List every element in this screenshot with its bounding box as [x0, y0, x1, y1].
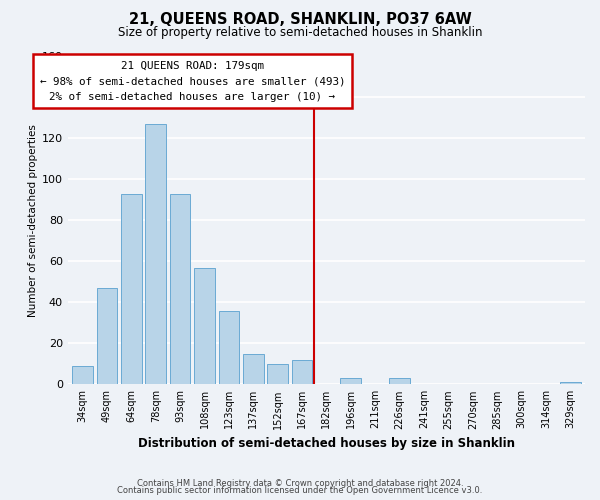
Bar — [389, 378, 410, 384]
Y-axis label: Number of semi-detached properties: Number of semi-detached properties — [28, 124, 38, 317]
Bar — [292, 360, 313, 384]
Text: Contains HM Land Registry data © Crown copyright and database right 2024.: Contains HM Land Registry data © Crown c… — [137, 478, 463, 488]
Text: Contains public sector information licensed under the Open Government Licence v3: Contains public sector information licen… — [118, 486, 482, 495]
Bar — [340, 378, 361, 384]
Bar — [121, 194, 142, 384]
Bar — [72, 366, 93, 384]
Bar — [267, 364, 288, 384]
X-axis label: Distribution of semi-detached houses by size in Shanklin: Distribution of semi-detached houses by … — [138, 437, 515, 450]
Bar — [243, 354, 263, 384]
Bar — [145, 124, 166, 384]
Bar — [97, 288, 117, 384]
Text: Size of property relative to semi-detached houses in Shanklin: Size of property relative to semi-detach… — [118, 26, 482, 39]
Bar — [218, 310, 239, 384]
Text: 21, QUEENS ROAD, SHANKLIN, PO37 6AW: 21, QUEENS ROAD, SHANKLIN, PO37 6AW — [128, 12, 472, 28]
Bar — [194, 268, 215, 384]
Text: 21 QUEENS ROAD: 179sqm
← 98% of semi-detached houses are smaller (493)
2% of sem: 21 QUEENS ROAD: 179sqm ← 98% of semi-det… — [40, 60, 345, 102]
Bar — [170, 194, 190, 384]
Bar — [560, 382, 581, 384]
